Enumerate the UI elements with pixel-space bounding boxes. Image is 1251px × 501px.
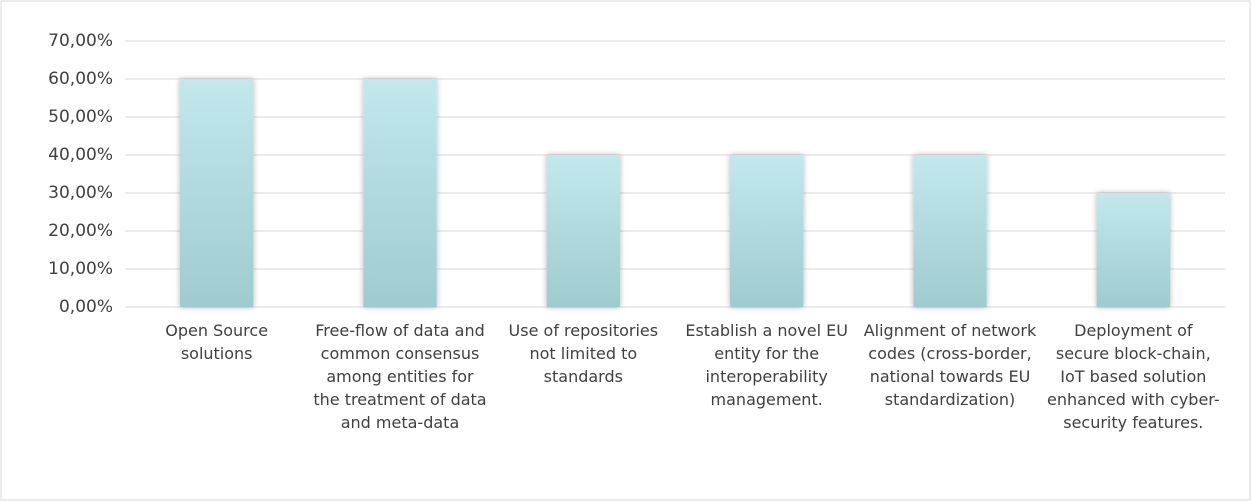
y-tick-label: 20,00% (48, 221, 113, 241)
x-tick-label: Free-flow of data and common consensus a… (313, 321, 487, 432)
x-tick-label: Deployment of secure block-chain, IoT ba… (1047, 321, 1220, 432)
x-tick-label: Use of repositories not limited to stand… (508, 321, 659, 386)
x-tick-label: Open Source solutions (165, 321, 269, 363)
bar (363, 79, 437, 307)
y-tick-label: 10,00% (48, 259, 113, 279)
y-tick-label: 50,00% (48, 107, 113, 127)
bar (913, 155, 987, 307)
y-tick-label: 30,00% (48, 183, 113, 203)
bar (180, 79, 254, 307)
x-tick-label: Alignment of network codes (cross-border… (863, 321, 1037, 409)
x-tick-label: Establish a novel EU entity for the inte… (685, 321, 848, 409)
y-tick-label: 0,00% (59, 297, 113, 317)
y-tick-label: 60,00% (48, 69, 113, 89)
y-tick-label: 70,00% (48, 31, 113, 51)
bar (1096, 193, 1170, 307)
bar (546, 155, 620, 307)
bar (730, 155, 804, 307)
y-tick-label: 40,00% (48, 145, 113, 165)
